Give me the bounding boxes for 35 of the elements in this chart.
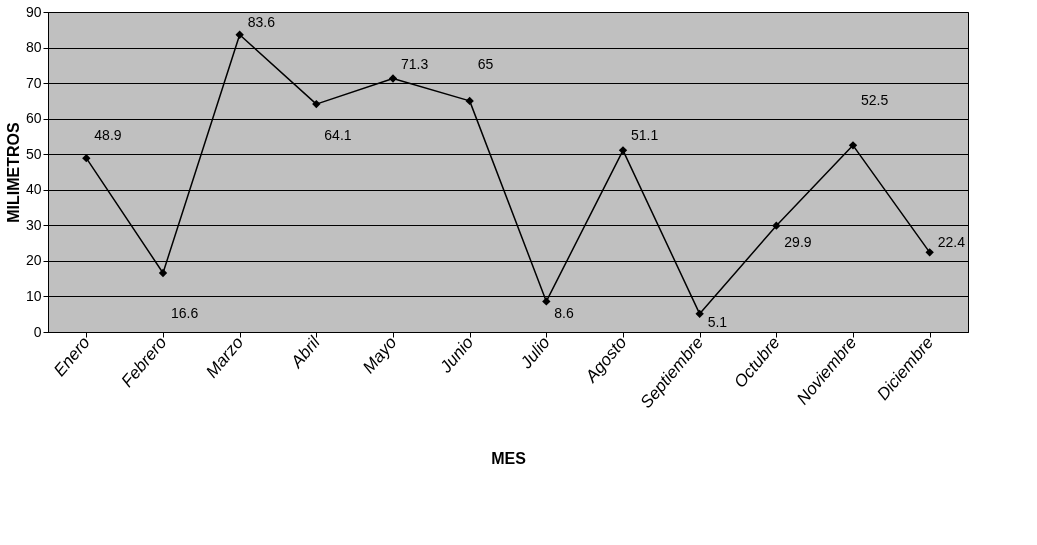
y-tick-label: 30	[25, 216, 42, 233]
point	[235, 30, 244, 39]
data-label: 48.9	[94, 127, 122, 144]
y-axis-title: MILIMETROS	[4, 121, 22, 223]
data-label: 8.6	[554, 305, 575, 322]
data-label: 51.1	[631, 127, 659, 144]
data-label: 5.1	[707, 313, 728, 330]
y-tick-label: 70	[25, 74, 42, 91]
point	[542, 297, 551, 306]
y-tick-label: 90	[25, 3, 42, 20]
y-tick-label: 80	[25, 39, 42, 56]
data-label: 52.5	[861, 91, 889, 108]
y-tick-label: 50	[25, 145, 42, 162]
data-label: 29.9	[784, 234, 812, 251]
data-label: 22.4	[937, 234, 966, 251]
y-tick-label: 0	[33, 323, 42, 340]
data-label: 83.6	[247, 14, 276, 31]
y-tick-label: 10	[25, 287, 42, 304]
y-tick-label: 60	[25, 110, 42, 127]
y-tick-label: 40	[25, 181, 42, 198]
point	[695, 309, 704, 319]
point	[312, 99, 321, 109]
y-tick-label: 20	[25, 252, 42, 269]
point	[848, 141, 858, 150]
data-label: 16.6	[171, 305, 199, 322]
point	[925, 248, 934, 257]
data-label: 64.1	[324, 127, 352, 144]
data-label: 71.3	[401, 56, 429, 73]
point	[158, 268, 168, 278]
data-label: 65	[477, 56, 494, 73]
point	[465, 96, 474, 106]
point	[772, 221, 781, 230]
x-axis-title: MES	[491, 450, 527, 468]
point	[618, 146, 628, 155]
point	[388, 74, 398, 83]
